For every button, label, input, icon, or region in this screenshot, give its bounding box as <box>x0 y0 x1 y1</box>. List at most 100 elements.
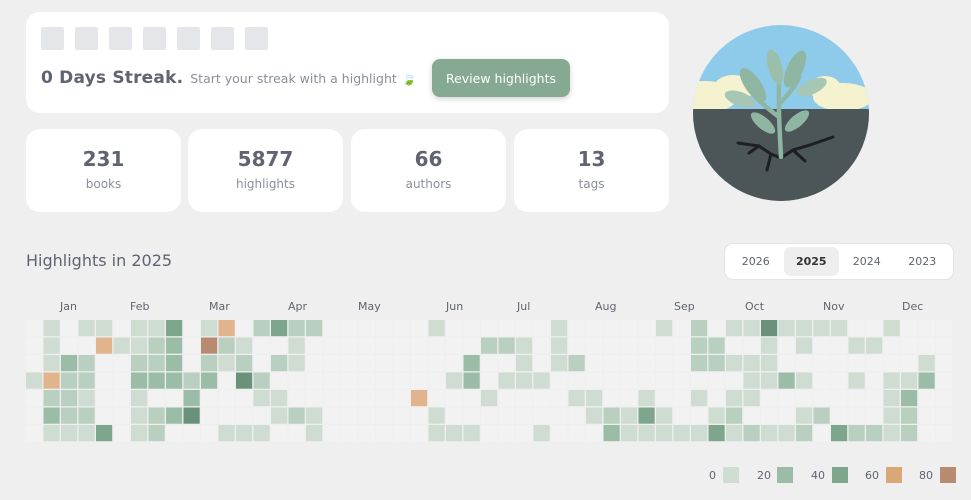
heatmap-cell[interactable] <box>376 407 393 424</box>
heatmap-cell[interactable] <box>113 337 130 354</box>
heatmap-cell[interactable] <box>376 320 393 337</box>
heatmap-cell[interactable] <box>131 320 148 337</box>
heatmap-cell[interactable] <box>446 407 463 424</box>
heatmap-cell[interactable] <box>428 372 445 389</box>
heatmap-cell[interactable] <box>358 407 375 424</box>
heatmap-cell[interactable] <box>883 390 900 407</box>
heatmap-cell[interactable] <box>901 372 918 389</box>
heatmap-cell[interactable] <box>848 355 865 372</box>
heatmap-cell[interactable] <box>831 407 848 424</box>
heatmap-cell[interactable] <box>551 407 568 424</box>
heatmap-cell[interactable] <box>568 390 585 407</box>
heatmap-cell[interactable] <box>691 320 708 337</box>
heatmap-cell[interactable] <box>516 425 533 442</box>
heatmap-cell[interactable] <box>743 320 760 337</box>
heatmap-cell[interactable] <box>323 425 340 442</box>
heatmap-cell[interactable] <box>411 425 428 442</box>
heatmap-cell[interactable] <box>271 425 288 442</box>
heatmap-cell[interactable] <box>673 425 690 442</box>
heatmap-cell[interactable] <box>306 425 323 442</box>
heatmap-cell[interactable] <box>656 425 673 442</box>
heatmap-cell[interactable] <box>271 372 288 389</box>
heatmap-cell[interactable] <box>43 390 60 407</box>
heatmap-cell[interactable] <box>726 425 743 442</box>
heatmap-cell[interactable] <box>288 425 305 442</box>
heatmap-cell[interactable] <box>761 337 778 354</box>
heatmap-cell[interactable] <box>446 372 463 389</box>
heatmap-cell[interactable] <box>393 372 410 389</box>
year-tab-2025[interactable]: 2025 <box>783 247 839 276</box>
heatmap-cell[interactable] <box>218 320 235 337</box>
heatmap-cell[interactable] <box>341 425 358 442</box>
heatmap-cell[interactable] <box>813 425 830 442</box>
heatmap-cell[interactable] <box>131 337 148 354</box>
heatmap-cell[interactable] <box>533 372 550 389</box>
heatmap-cell[interactable] <box>691 390 708 407</box>
heatmap-cell[interactable] <box>586 425 603 442</box>
heatmap-cell[interactable] <box>848 372 865 389</box>
heatmap-cell[interactable] <box>936 407 953 424</box>
heatmap-cell[interactable] <box>463 390 480 407</box>
heatmap-cell[interactable] <box>796 407 813 424</box>
heatmap-cell[interactable] <box>638 320 655 337</box>
heatmap-cell[interactable] <box>533 407 550 424</box>
heatmap-cell[interactable] <box>288 390 305 407</box>
heatmap-cell[interactable] <box>901 320 918 337</box>
heatmap-cell[interactable] <box>743 425 760 442</box>
heatmap-cell[interactable] <box>78 372 95 389</box>
heatmap-cell[interactable] <box>253 407 270 424</box>
heatmap-cell[interactable] <box>936 320 953 337</box>
heatmap-cell[interactable] <box>796 390 813 407</box>
heatmap-cell[interactable] <box>498 390 515 407</box>
heatmap-cell[interactable] <box>446 355 463 372</box>
heatmap-cell[interactable] <box>446 320 463 337</box>
heatmap-cell[interactable] <box>936 372 953 389</box>
heatmap-cell[interactable] <box>148 372 165 389</box>
heatmap-cell[interactable] <box>726 320 743 337</box>
heatmap-cell[interactable] <box>586 320 603 337</box>
heatmap-cell[interactable] <box>481 337 498 354</box>
heatmap-cell[interactable] <box>148 390 165 407</box>
heatmap-cell[interactable] <box>831 425 848 442</box>
heatmap-cell[interactable] <box>621 337 638 354</box>
heatmap-cell[interactable] <box>358 320 375 337</box>
heatmap-cell[interactable] <box>288 407 305 424</box>
year-tab-2026[interactable]: 2026 <box>741 255 770 268</box>
heatmap-cell[interactable] <box>96 337 113 354</box>
heatmap-cell[interactable] <box>253 320 270 337</box>
heatmap-cell[interactable] <box>201 425 218 442</box>
heatmap-cell[interactable] <box>848 320 865 337</box>
heatmap-cell[interactable] <box>568 337 585 354</box>
heatmap-cell[interactable] <box>411 320 428 337</box>
heatmap-cell[interactable] <box>113 407 130 424</box>
heatmap-cell[interactable] <box>516 355 533 372</box>
heatmap-cell[interactable] <box>603 337 620 354</box>
heatmap-cell[interactable] <box>901 407 918 424</box>
heatmap-cell[interactable] <box>481 425 498 442</box>
heatmap-cell[interactable] <box>866 425 883 442</box>
heatmap-cell[interactable] <box>131 407 148 424</box>
year-tab-2023[interactable]: 2023 <box>908 255 937 268</box>
heatmap-cell[interactable] <box>918 320 935 337</box>
heatmap-cell[interactable] <box>498 425 515 442</box>
heatmap-cell[interactable] <box>691 337 708 354</box>
heatmap-cell[interactable] <box>96 425 113 442</box>
heatmap-cell[interactable] <box>218 425 235 442</box>
heatmap-cell[interactable] <box>96 407 113 424</box>
heatmap-cell[interactable] <box>866 337 883 354</box>
heatmap-cell[interactable] <box>26 425 43 442</box>
heatmap-cell[interactable] <box>78 355 95 372</box>
heatmap-cell[interactable] <box>761 407 778 424</box>
heatmap-cell[interactable] <box>796 425 813 442</box>
heatmap-cell[interactable] <box>901 425 918 442</box>
heatmap-cell[interactable] <box>323 407 340 424</box>
heatmap-cell[interactable] <box>761 320 778 337</box>
heatmap-cell[interactable] <box>61 425 78 442</box>
heatmap-cell[interactable] <box>831 320 848 337</box>
heatmap-cell[interactable] <box>498 407 515 424</box>
heatmap-cell[interactable] <box>306 407 323 424</box>
heatmap-cell[interactable] <box>271 407 288 424</box>
heatmap-cell[interactable] <box>26 320 43 337</box>
heatmap-cell[interactable] <box>603 320 620 337</box>
heatmap-cell[interactable] <box>866 372 883 389</box>
